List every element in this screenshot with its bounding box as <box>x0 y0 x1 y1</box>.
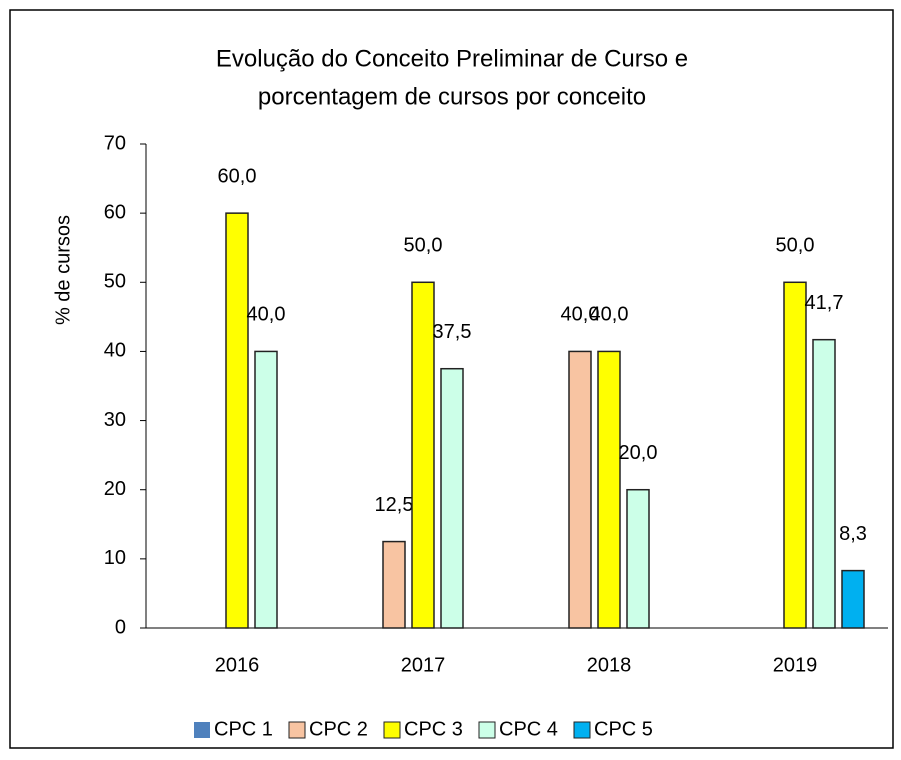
y-tick-label: 20 <box>104 478 126 500</box>
legend-label: CPC 1 <box>214 718 273 740</box>
x-tick-label: 2017 <box>401 654 446 676</box>
bar <box>411 281 435 629</box>
bar <box>254 350 278 629</box>
bar <box>382 540 406 629</box>
chart-title: porcentagem de cursos por conceito <box>258 83 646 110</box>
y-axis-label: % de cursos <box>52 215 74 325</box>
legend-label: CPC 4 <box>499 718 558 740</box>
bar <box>626 488 650 629</box>
bar <box>597 350 621 629</box>
data-label: 8,3 <box>839 523 867 545</box>
y-tick-label: 70 <box>104 132 126 154</box>
bar <box>225 212 249 629</box>
legend-swatch <box>478 721 496 739</box>
data-label: 37,5 <box>433 321 472 343</box>
legend-label: CPC 3 <box>404 718 463 740</box>
bar <box>568 350 592 629</box>
legend-swatch <box>383 721 401 739</box>
legend-label: CPC 5 <box>594 718 653 740</box>
x-tick-label: 2018 <box>587 654 632 676</box>
data-label: 50,0 <box>404 235 443 257</box>
data-label: 41,7 <box>805 292 844 314</box>
x-tick-label: 2019 <box>773 654 818 676</box>
bar <box>783 281 807 629</box>
bar <box>841 569 865 629</box>
y-tick-label: 10 <box>104 547 126 569</box>
y-tick-label: 60 <box>104 201 126 223</box>
legend-swatch <box>573 721 591 739</box>
chart-title: Evolução do Conceito Preliminar de Curso… <box>216 45 688 72</box>
data-label: 20,0 <box>619 442 658 464</box>
x-tick-label: 2016 <box>215 654 260 676</box>
data-label: 40,0 <box>247 304 286 326</box>
y-tick-label: 50 <box>104 271 126 293</box>
legend-swatch <box>194 722 210 738</box>
data-label: 40,0 <box>561 304 600 326</box>
y-tick-label: 30 <box>104 409 126 431</box>
legend-swatch <box>288 721 306 739</box>
data-label: 12,5 <box>375 494 414 516</box>
bar <box>812 338 836 629</box>
bar <box>440 367 464 629</box>
y-tick-label: 0 <box>115 616 126 638</box>
data-label: 50,0 <box>776 235 815 257</box>
legend-label: CPC 2 <box>309 718 368 740</box>
y-tick-label: 40 <box>104 340 126 362</box>
data-label: 60,0 <box>218 165 257 187</box>
data-label: 40,0 <box>590 304 629 326</box>
